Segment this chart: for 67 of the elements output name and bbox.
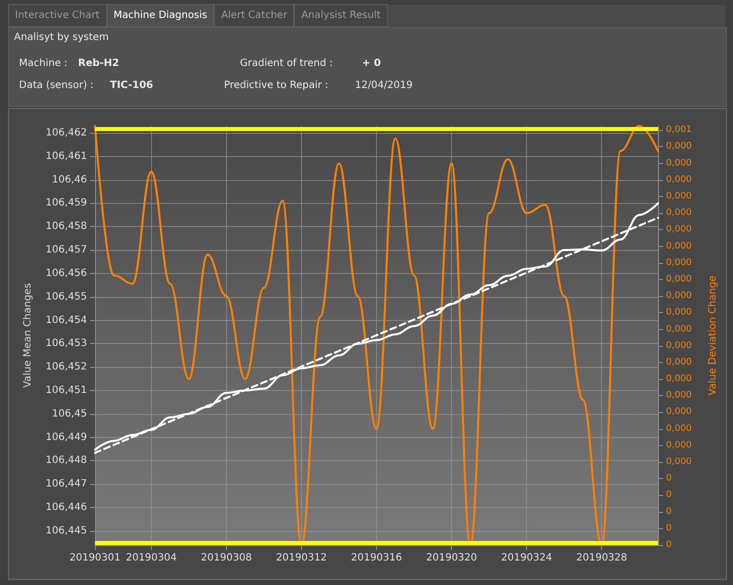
y2-tick-label: 0,000 [666, 192, 692, 202]
text: + 0 [362, 58, 381, 69]
y2-tick-label: 0,000 [666, 174, 692, 185]
y2-tick-label: 0,000 [666, 274, 692, 284]
y2-tick-label: 0,000 [666, 424, 692, 434]
y2-tick-label: 0,000 [666, 258, 692, 268]
x-tick-label: 20190316 [351, 552, 402, 564]
text: 12/04/2019 [355, 80, 413, 91]
y2-tick-label: 0,000 [666, 291, 692, 302]
y-tick-label: 106,455 [46, 291, 87, 302]
y2-tick-label: 0 [666, 490, 672, 500]
text: Gradient of trend : [240, 58, 333, 69]
y-axis-title: Value Mean Changes [22, 283, 34, 388]
y-tick-label: 106,46 [52, 174, 87, 186]
y-tick-label: 106,451 [46, 385, 87, 396]
y2-tick-label: 0 [666, 540, 672, 550]
y2-tick-label: 0 [666, 523, 672, 534]
y2-tick-label: 0,000 [666, 142, 692, 152]
y2-tick-label: 0,000 [666, 457, 692, 468]
text: Machine : [19, 58, 68, 69]
y2-tick-label: 0,000 [666, 407, 692, 418]
y-tick-label: 106,462 [46, 128, 87, 139]
y2-tick-label: 0,000 [666, 440, 692, 450]
x-tick-label: 20190304 [126, 552, 177, 564]
text: TIC-106 [110, 80, 154, 91]
y-tick-label: 106,453 [46, 338, 87, 350]
y-tick-label: 106,446 [46, 502, 87, 514]
y2-tick-label: 0,000 [666, 158, 692, 168]
y2-axis-title: Value Deviation Change [708, 276, 718, 396]
y2-tick-label: 0,000 [666, 357, 692, 368]
y-tick-label: 106,445 [46, 525, 87, 536]
y-tick-label: 106,452 [46, 362, 87, 373]
x-tick-label: 20190324 [501, 552, 552, 564]
text: Reb-H2 [78, 58, 120, 69]
y2-tick-label: 0,000 [666, 241, 692, 252]
text: Data (sensor) : [19, 80, 94, 91]
y2-tick-label: 0,000 [666, 308, 692, 318]
y-tick-label: 106,459 [46, 198, 87, 209]
y2-tick-label: 0 [666, 474, 672, 484]
y-tick-label: 106,448 [46, 455, 87, 466]
y-tick-label: 106,447 [46, 478, 87, 490]
x-tick-label: 20190308 [200, 552, 252, 564]
y2-tick-label: 0,000 [666, 390, 692, 401]
text: Machine Diagnosis [106, 4, 214, 27]
text: Alert Catcher [214, 4, 294, 27]
text: Predictive to Repair : [224, 80, 328, 91]
x-tick-label: 20190301 [70, 552, 120, 564]
text: Interactive Chart [8, 4, 107, 27]
y-tick-label: 106,458 [46, 221, 87, 232]
y2-tick-label: 0,001 [666, 125, 692, 136]
x-tick-label: 20190328 [576, 552, 628, 564]
text: Analisyt by system [14, 32, 109, 43]
y2-tick-label: 0,000 [666, 324, 692, 334]
y-tick-label: 106,45 [52, 408, 87, 420]
y-tick-label: 106,456 [46, 268, 87, 279]
y2-tick-label: 0,000 [666, 340, 692, 351]
y2-tick-label: 0,000 [666, 224, 692, 235]
x-tick-label: 20190320 [426, 552, 478, 564]
x-tick-label: 20190312 [276, 552, 327, 564]
y-tick-label: 106,449 [46, 432, 87, 443]
y-tick-label: 106,454 [46, 314, 87, 326]
y2-tick-label: 0,000 [666, 374, 692, 384]
y2-tick-label: 0 [666, 506, 672, 517]
y-tick-label: 106,461 [46, 150, 87, 162]
text: Analysist Result [294, 4, 388, 27]
y2-tick-label: 0,000 [666, 208, 692, 218]
y-tick-label: 106,457 [46, 244, 87, 256]
